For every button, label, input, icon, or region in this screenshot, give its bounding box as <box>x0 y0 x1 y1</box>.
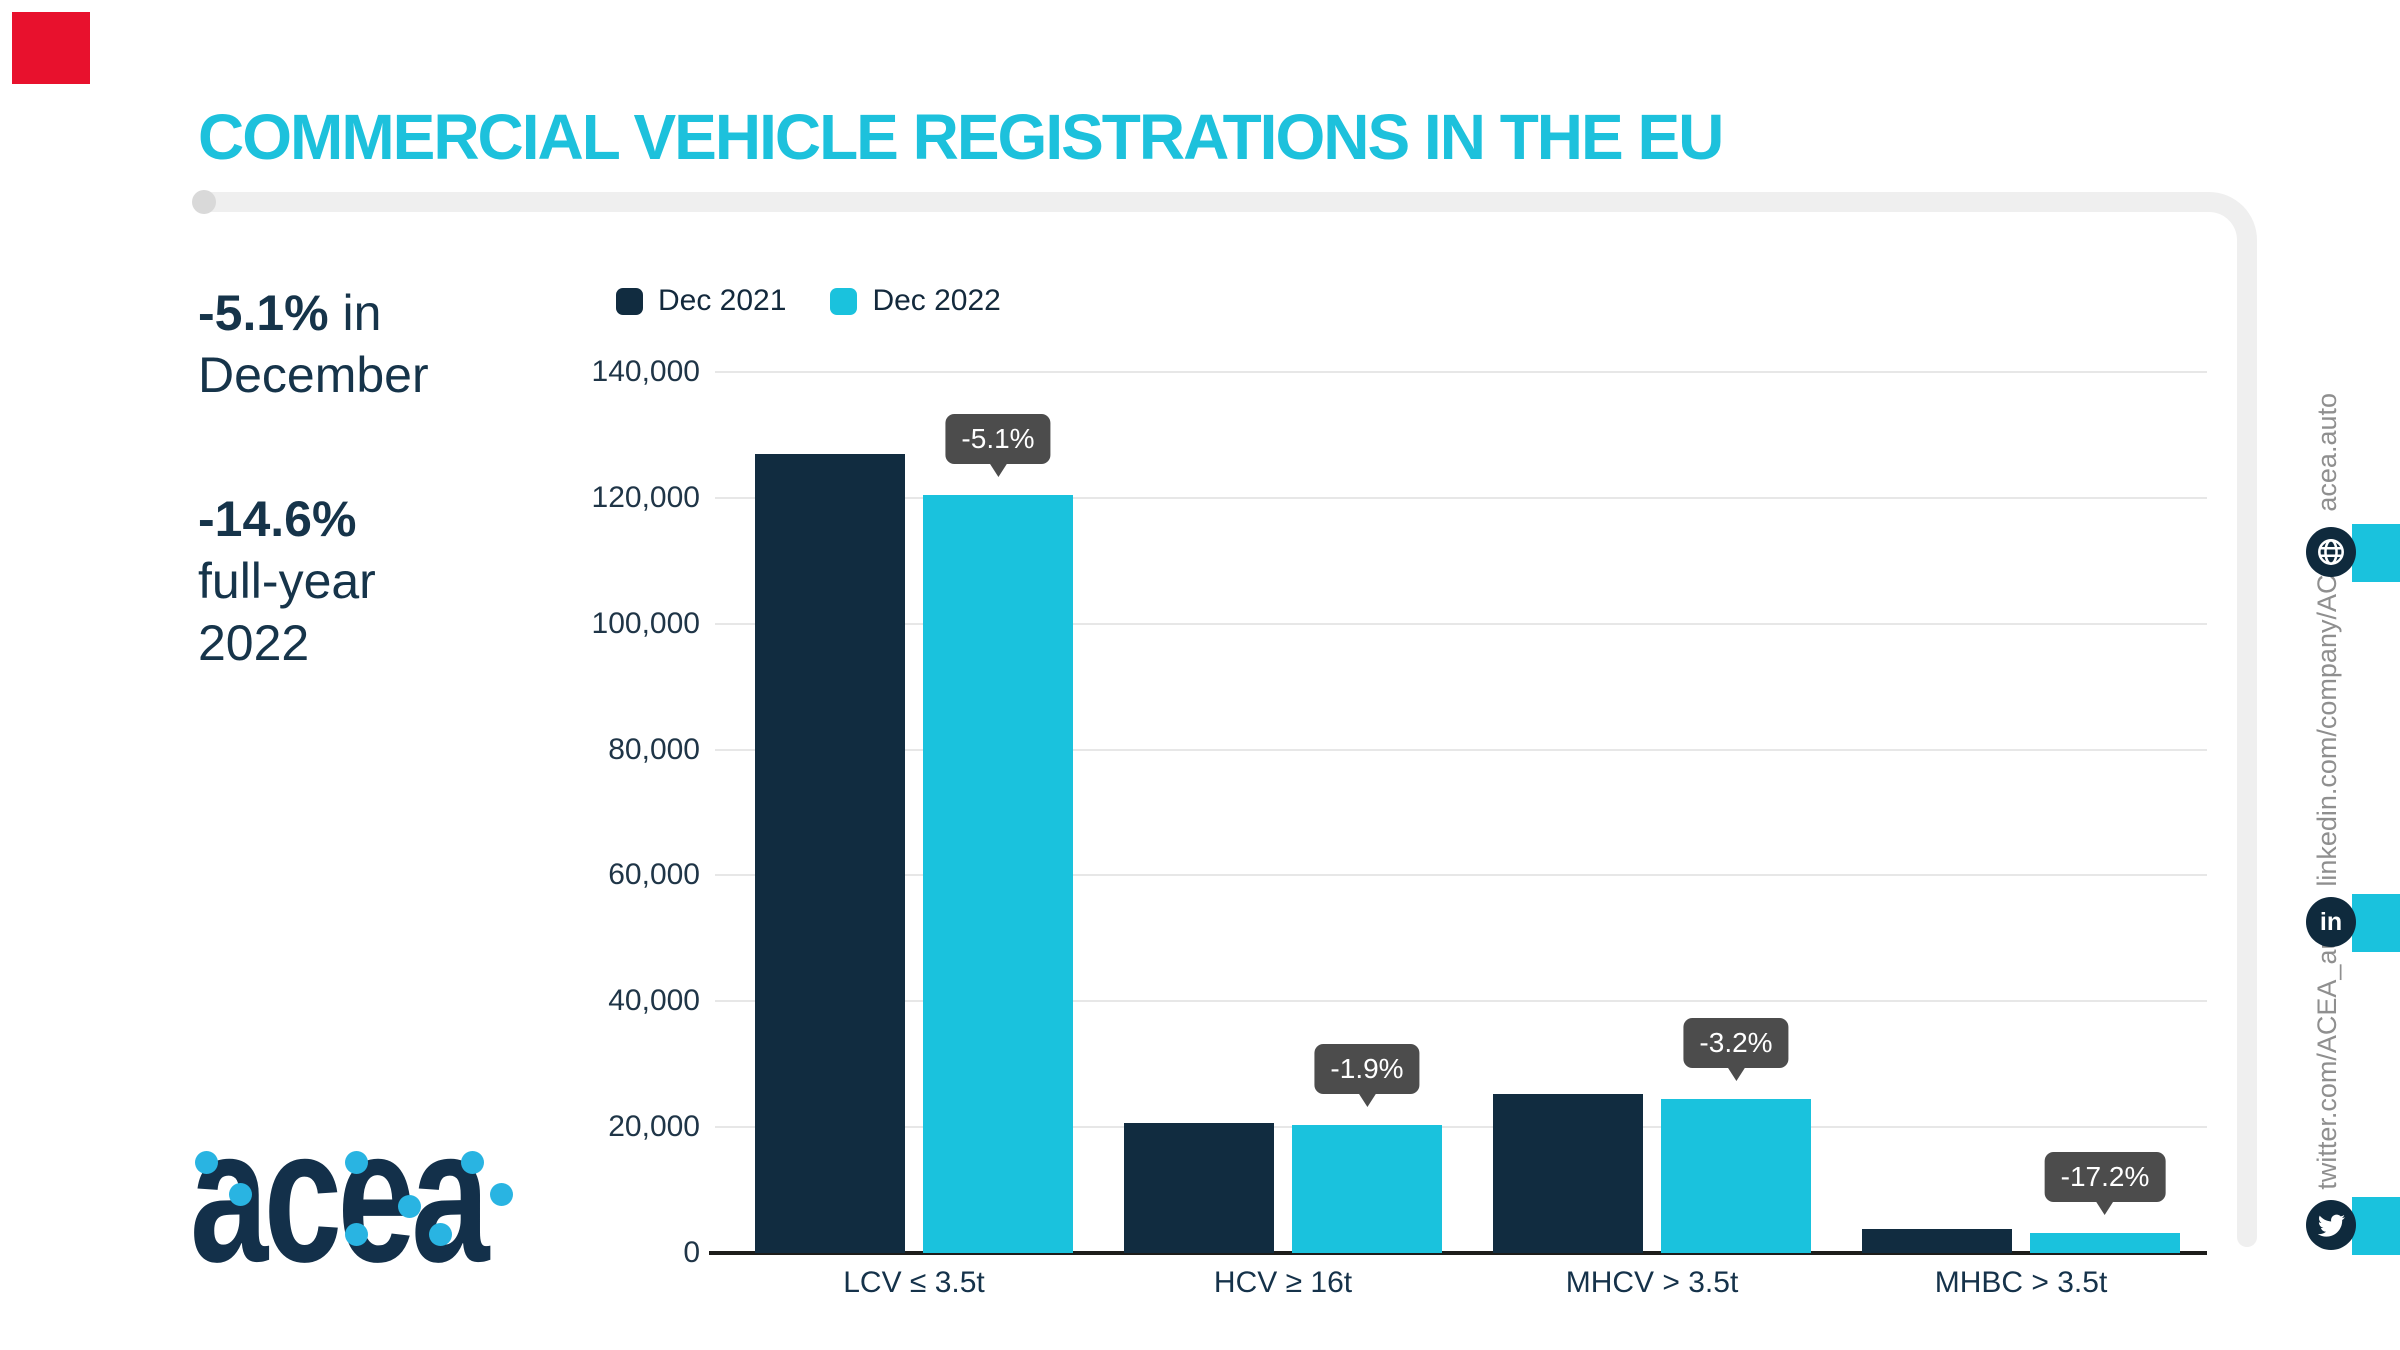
globe-icon-glyph <box>2318 539 2344 565</box>
bar-dec-2021-4 <box>1862 1229 2012 1253</box>
gridline <box>715 622 2207 625</box>
change-tooltip: -1.9% <box>1314 1044 1420 1094</box>
gridline <box>715 496 2207 499</box>
gridline <box>715 748 2207 751</box>
y-axis-label: 0 <box>683 1236 700 1269</box>
change-tooltip: -5.1% <box>945 414 1051 464</box>
bar-dec-2022-2 <box>1292 1125 1442 1253</box>
globe-icon[interactable] <box>2306 527 2356 577</box>
globe-band <box>2352 524 2400 582</box>
x-axis-label: MHBC > 3.5t <box>1934 1266 2108 1299</box>
stat-december-value: -5.1% <box>198 285 329 341</box>
frame-top-line <box>204 192 2180 212</box>
legend-label-dec-2021: Dec 2021 <box>658 284 787 317</box>
legend-item-dec-2022: Dec 2022 <box>830 284 1001 318</box>
acea-logo-dot <box>490 1183 513 1206</box>
acea-logo-dot <box>345 1151 368 1174</box>
bar-dec-2021-1 <box>755 454 905 1253</box>
gridline <box>715 874 2207 877</box>
frame-end-dot <box>192 190 216 214</box>
x-axis-label: LCV ≤ 3.5t <box>843 1266 985 1299</box>
bar-dec-2022-3 <box>1661 1099 1811 1253</box>
stat-december: -5.1% in December <box>198 282 429 406</box>
twitter-icon-glyph <box>2317 1214 2345 1237</box>
bar-dec-2021-3 <box>1493 1094 1643 1253</box>
y-axis-label: 140,000 <box>591 355 700 388</box>
x-axis-line <box>709 1251 2207 1255</box>
bar-dec-2022-4 <box>2030 1233 2180 1253</box>
gridline <box>715 1126 2207 1129</box>
y-axis-label: 80,000 <box>608 732 700 766</box>
acea-logo-dot <box>195 1151 218 1174</box>
x-axis-label: HCV ≥ 16t <box>1213 1266 1353 1299</box>
frame-corner <box>2180 192 2257 272</box>
acea-logo-dot <box>345 1223 368 1246</box>
y-axis-label: 100,000 <box>591 606 700 640</box>
legend-swatch-dec-2022 <box>830 287 858 315</box>
linkedin-link[interactable]: linkedin.com/company/ACEA/ <box>2312 531 2342 887</box>
linkedin-icon-glyph: in <box>2319 907 2343 936</box>
acea-logo-dot <box>229 1183 252 1206</box>
stat-fullyear-value: -14.6% <box>198 491 357 547</box>
legend-label-dec-2022: Dec 2022 <box>872 284 1001 317</box>
twitter-icon[interactable] <box>2306 1200 2356 1250</box>
x-axis-label: MHCV > 3.5t <box>1565 1266 1739 1299</box>
stat-fullyear: -14.6% full-year 2022 <box>198 488 376 674</box>
website-link[interactable]: acea.auto <box>2312 393 2342 512</box>
chart-legend: Dec 2021 Dec 2022 <box>616 284 1001 318</box>
stat-fullyear-line3: 2022 <box>198 615 310 671</box>
y-axis-label: 20,000 <box>608 1110 700 1144</box>
stat-december-suffix: in <box>328 285 382 341</box>
y-axis-label: 40,000 <box>608 984 700 1018</box>
acea-logo-dot <box>461 1151 484 1174</box>
stat-december-line2: December <box>198 347 429 403</box>
twitter-link[interactable]: twitter.com/ACEA_auto <box>2312 912 2342 1190</box>
gridline <box>715 1000 2207 1003</box>
frame-right-line <box>2237 268 2257 1247</box>
acea-logo-dot <box>429 1223 452 1246</box>
y-axis-label: 60,000 <box>608 858 700 892</box>
y-axis-label: 120,000 <box>591 480 700 514</box>
gridline <box>715 371 2207 373</box>
bar-dec-2021-2 <box>1124 1123 1274 1253</box>
twitter-band <box>2352 1197 2400 1255</box>
page-title: COMMERCIAL VEHICLE REGISTRATIONS IN THE … <box>198 101 1724 173</box>
red-accent-square <box>12 12 90 84</box>
legend-swatch-dec-2021 <box>616 287 643 315</box>
legend-item-dec-2021: Dec 2021 <box>616 284 786 318</box>
change-tooltip: -17.2% <box>2044 1152 2166 1202</box>
stat-fullyear-line2: full-year <box>198 553 376 609</box>
change-tooltip: -3.2% <box>1683 1018 1789 1068</box>
linkedin-band <box>2352 894 2400 952</box>
linkedin-icon[interactable]: in <box>2306 897 2356 947</box>
acea-logo-dot <box>398 1195 421 1218</box>
bar-dec-2022-1 <box>923 495 1073 1253</box>
